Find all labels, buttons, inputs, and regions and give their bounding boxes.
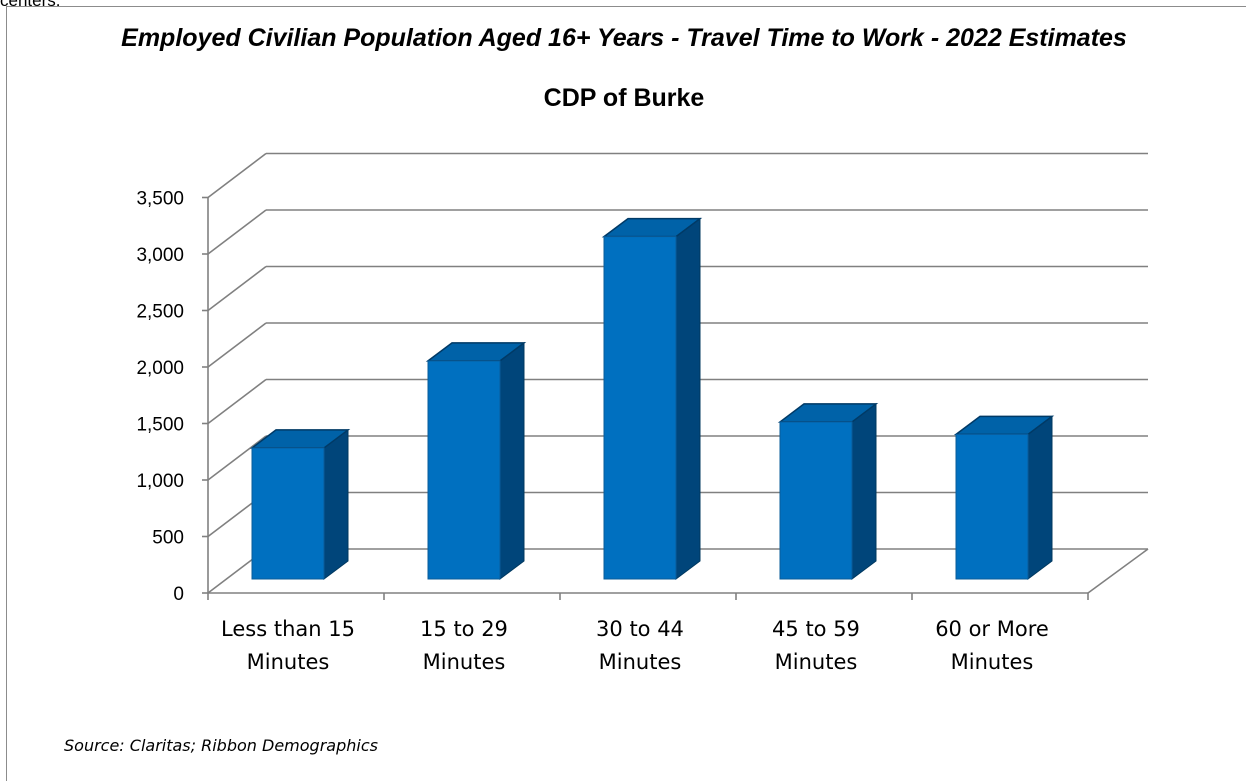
x-tick-label: Minutes: [775, 650, 858, 674]
bar: [779, 421, 853, 580]
top-text-fragment: centers.: [0, 0, 61, 10]
bar: [955, 433, 1029, 580]
chart-title: Employed Civilian Population Aged 16+ Ye…: [121, 24, 1127, 52]
x-tick-label: 30 to 44: [596, 617, 684, 641]
bar-side: [675, 217, 701, 580]
y-tick-label: 2,000: [136, 358, 184, 379]
gridline-side: [207, 322, 267, 368]
gridline-side: [207, 152, 267, 199]
bar-side: [1027, 415, 1053, 580]
y-tick-label: 0: [173, 584, 184, 605]
y-tick-label: 2,500: [136, 302, 184, 323]
y-tick-label: 500: [152, 528, 184, 549]
x-tick-label: 15 to 29: [420, 617, 508, 641]
bar-side: [499, 341, 525, 580]
gridline-side: [207, 378, 267, 425]
x-tick-label: Less than 15: [221, 617, 355, 641]
y-tick-label: 1,500: [136, 415, 184, 436]
x-tick-label: Minutes: [423, 650, 506, 674]
chart-subtitle: CDP of Burke: [543, 84, 705, 112]
bar: [427, 360, 501, 580]
x-tick-label: Minutes: [951, 650, 1034, 674]
x-tick-label: Minutes: [247, 650, 330, 674]
x-tick-label: 60 or More: [935, 617, 1049, 641]
bar-side: [851, 402, 877, 580]
chart-frame: [6, 6, 1246, 781]
x-tick-label: Minutes: [599, 650, 682, 674]
source-note: Source: Claritas; Ribbon Demographics: [64, 736, 378, 755]
y-tick-label: 3,500: [136, 189, 184, 210]
y-tick-label: 3,000: [136, 245, 184, 266]
gridline-side: [207, 265, 267, 312]
bar: [603, 236, 677, 580]
x-tick-label: 45 to 59: [772, 617, 860, 641]
y-tick-label: 1,000: [136, 471, 184, 492]
floor-edge: [1087, 548, 1149, 594]
gridline-side: [207, 435, 267, 481]
bar-side: [323, 428, 349, 580]
gridline-side: [207, 209, 267, 255]
bar: [251, 447, 325, 580]
